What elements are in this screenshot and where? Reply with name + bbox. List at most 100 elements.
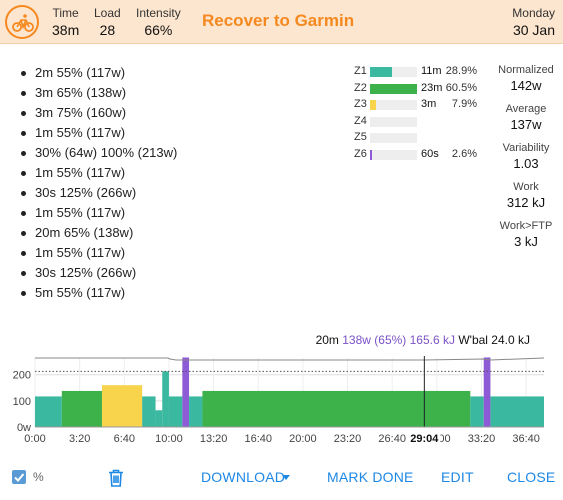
- zone-time: 11m: [421, 65, 442, 77]
- zone-row: Z4: [354, 114, 484, 131]
- bullet-icon: [21, 71, 26, 76]
- zone-time: 23m: [421, 81, 443, 94]
- summary-work: Work 312 kJ: [494, 181, 558, 220]
- power-step-bar: [483, 357, 491, 427]
- zone-percent: 60.5%: [445, 81, 477, 94]
- power-step-bar: [182, 357, 190, 427]
- bullet-icon: [21, 291, 26, 296]
- time-value: 38m: [52, 22, 80, 38]
- bullet-icon: [21, 231, 26, 236]
- zone-label: Z3: [354, 98, 367, 110]
- step-text: 20m 65% (138w): [35, 225, 134, 240]
- zone-bar-track: [370, 67, 417, 77]
- zone-label: Z5: [354, 131, 367, 143]
- workout-date: Monday 30 Jan: [512, 6, 555, 39]
- bullet-icon: [21, 91, 26, 96]
- cycling-icon: [5, 5, 39, 39]
- workout-header: Time 38m Load 28 Intensity 66% Recover t…: [0, 0, 563, 44]
- list-item: 20m 65% (138w): [21, 223, 177, 243]
- zone-percent: 7.9%: [451, 98, 477, 110]
- power-step-bar: [142, 396, 156, 427]
- bullet-icon: [21, 211, 26, 216]
- power-step-bar: [35, 396, 62, 427]
- list-item: 5m 55% (117w): [21, 283, 177, 303]
- intensity-stat: Intensity 66%: [136, 6, 181, 39]
- zone-row: Z3 3m 7.9%: [354, 97, 484, 114]
- step-text: 1m 55% (117w): [35, 245, 126, 260]
- power-step-bar: [155, 410, 163, 427]
- zone-label: Z6: [354, 147, 367, 160]
- y-tick-label: 100: [13, 396, 31, 408]
- list-item: 1m 55% (117w): [21, 203, 177, 223]
- step-text: 3m 75% (160w): [35, 105, 127, 120]
- summary-label: Average: [505, 103, 547, 115]
- summary-label: Variability: [502, 142, 550, 154]
- x-tick-label: 36:40: [512, 433, 540, 445]
- dialog-footer: % DOWNLOAD MARK DONE EDIT CLOSE: [0, 460, 563, 496]
- wbal-line: [35, 357, 545, 361]
- bullet-icon: [21, 251, 26, 256]
- download-button[interactable]: DOWNLOAD: [201, 469, 286, 485]
- percent-checkbox[interactable]: [12, 470, 26, 484]
- y-tick-label: 0w: [17, 422, 31, 434]
- workout-steps-list: 2m 55% (117w) 3m 65% (138w) 3m 75% (160w…: [21, 63, 177, 303]
- power-step-bar: [470, 396, 484, 427]
- zone-bar-track: [370, 116, 417, 127]
- zone-row: Z2 23m 60.5%: [354, 81, 484, 98]
- power-step-bar: [490, 396, 544, 427]
- delete-button[interactable]: [108, 469, 124, 492]
- summary-variability: Variability 1.03: [494, 142, 558, 181]
- power-step-bar: [189, 396, 203, 427]
- hover-wbal: W'bal 24.0 kJ: [458, 333, 530, 347]
- zone-label: Z1: [354, 65, 367, 77]
- y-tick-label: 200: [13, 370, 31, 382]
- zone-bar-fill: [370, 149, 373, 160]
- time-stat: Time 38m: [52, 6, 79, 39]
- close-button[interactable]: CLOSE: [507, 469, 556, 485]
- zone-bar-fill: [370, 67, 393, 77]
- workout-day: Monday: [512, 6, 555, 20]
- x-tick-label: 23:20: [334, 433, 362, 445]
- workout-title: Recover to Garmin: [202, 11, 355, 30]
- zone-bar-fill: [370, 100, 377, 110]
- mark-done-button[interactable]: MARK DONE: [327, 469, 414, 485]
- bullet-icon: [21, 131, 26, 136]
- chevron-down-icon[interactable]: [282, 475, 290, 480]
- trash-icon: [109, 469, 123, 487]
- workout-power-chart[interactable]: 200 100 0w0:00 3:20 6:40 10:00 13:20 16:40 20:00…: [0, 350, 563, 450]
- list-item: 3m 65% (138w): [21, 83, 177, 103]
- step-text: 2m 55% (117w): [35, 65, 126, 80]
- power-step-bar: [168, 396, 183, 427]
- hover-energy: 165.6 kJ: [409, 333, 455, 347]
- zone-time: 60s: [421, 147, 439, 160]
- zone-bar-track: [370, 133, 417, 143]
- zone-percent: 28.9%: [445, 65, 477, 77]
- zone-row: Z6 60s 2.6%: [354, 147, 484, 164]
- power-step-bar: [162, 371, 169, 427]
- list-item: 30s 125% (266w): [21, 183, 177, 203]
- load-label: Load: [94, 6, 121, 20]
- bullet-icon: [21, 191, 26, 196]
- summary-value: 1.03: [513, 156, 539, 171]
- step-text: 3m 65% (138w): [35, 85, 127, 100]
- step-text: 30s 125% (266w): [35, 265, 137, 280]
- summary-value: 142w: [510, 78, 542, 93]
- x-tick-label: 26:40: [378, 433, 406, 445]
- zone-bar-track: [370, 149, 417, 160]
- x-tick-label: 33:20: [468, 433, 496, 445]
- intensity-label: Intensity: [136, 6, 181, 20]
- workout-summary: Normalized 142w Average 137w Variability…: [494, 64, 558, 259]
- step-text: 1m 55% (117w): [35, 125, 126, 140]
- list-item: 2m 55% (117w): [21, 63, 177, 83]
- list-item: 30s 125% (266w): [21, 263, 177, 283]
- list-item: 3m 75% (160w): [21, 103, 177, 123]
- x-tick-label: 13:20: [200, 433, 228, 445]
- summary-value: 137w: [510, 117, 542, 132]
- bullet-icon: [21, 151, 26, 156]
- step-text: 30s 125% (266w): [35, 185, 137, 200]
- bullet-icon: [21, 171, 26, 176]
- edit-button[interactable]: EDIT: [441, 469, 474, 485]
- summary-label: Normalized: [498, 64, 554, 76]
- summary-average: Average 137w: [494, 103, 558, 142]
- zone-label: Z2: [354, 81, 367, 94]
